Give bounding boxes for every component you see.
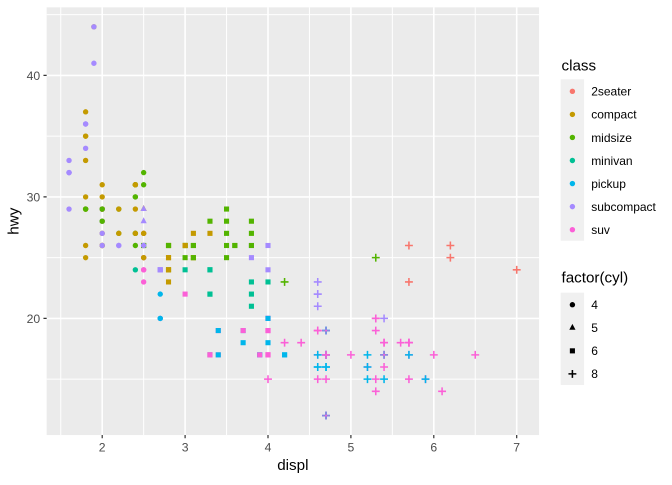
svg-text:2: 2	[99, 440, 106, 454]
svg-text:compact: compact	[591, 108, 637, 122]
svg-text:class: class	[562, 57, 597, 74]
svg-text:20: 20	[27, 312, 41, 326]
svg-text:2seater: 2seater	[591, 85, 631, 99]
svg-text:hwy: hwy	[6, 207, 23, 234]
svg-text:5: 5	[591, 321, 598, 335]
svg-text:6: 6	[591, 344, 598, 358]
svg-text:minivan: minivan	[591, 154, 632, 168]
svg-text:4: 4	[591, 298, 598, 312]
svg-text:suv: suv	[591, 223, 610, 237]
svg-text:subcompact: subcompact	[591, 200, 656, 214]
svg-text:40: 40	[27, 69, 41, 83]
svg-text:8: 8	[591, 367, 598, 381]
svg-text:factor(cyl): factor(cyl)	[562, 269, 629, 286]
svg-text:pickup: pickup	[591, 177, 626, 191]
svg-text:3: 3	[182, 440, 189, 454]
svg-text:displ: displ	[277, 457, 308, 474]
svg-text:7: 7	[513, 440, 520, 454]
svg-text:midsize: midsize	[591, 131, 632, 145]
svg-text:5: 5	[348, 440, 355, 454]
svg-text:6: 6	[430, 440, 437, 454]
svg-text:4: 4	[265, 440, 272, 454]
svg-text:30: 30	[27, 190, 41, 204]
